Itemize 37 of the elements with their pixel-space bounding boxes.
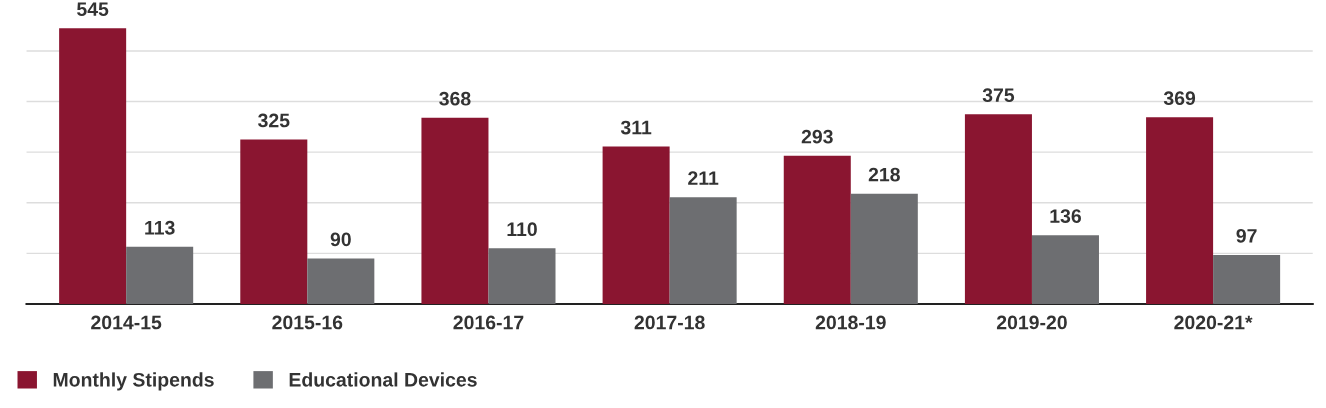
x-tick-label: 2017-18 [634, 315, 705, 330]
data-label: 311 [620, 120, 652, 135]
bar [669, 197, 737, 304]
x-tick-label: 2019-20 [996, 315, 1067, 330]
data-label: 293 [801, 129, 833, 144]
data-label: 369 [1163, 91, 1196, 106]
x-tick-label: 2020-21* [1174, 315, 1253, 330]
data-label: 368 [439, 91, 471, 106]
data-label: 545 [77, 2, 109, 17]
bar [783, 155, 851, 304]
bar [59, 28, 127, 304]
bar [488, 248, 556, 304]
bar [1031, 235, 1099, 304]
data-label: 211 [688, 171, 719, 185]
data-label: 97 [1236, 228, 1257, 243]
bar [964, 114, 1032, 304]
legend-label: Monthly Stipends [53, 372, 214, 391]
bar [421, 117, 489, 304]
data-label: 218 [868, 167, 900, 182]
data-label: 136 [1050, 209, 1081, 223]
bar [602, 146, 670, 304]
bar [240, 139, 308, 304]
x-tick-label: 2015-16 [272, 315, 343, 330]
data-label: 90 [330, 232, 351, 247]
bar [126, 246, 194, 304]
bar [307, 258, 375, 304]
bar [1213, 254, 1281, 304]
data-label: 110 [507, 222, 537, 237]
legend-label: Educational Devices [289, 372, 477, 387]
x-tick-label: 2014-15 [91, 315, 162, 330]
bar [1146, 117, 1214, 304]
x-tick-label: 2018-19 [815, 315, 886, 330]
x-tick-label: 2016-17 [453, 315, 524, 330]
data-label: 113 [145, 220, 175, 235]
data-label: 325 [258, 113, 290, 128]
bar [850, 193, 918, 304]
data-label: 375 [982, 88, 1015, 103]
